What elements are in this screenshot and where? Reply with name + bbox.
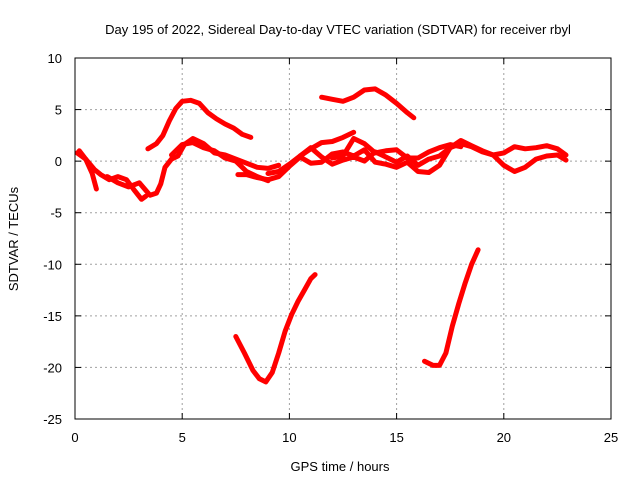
series-line-arc-10 (319, 86, 417, 121)
series-line-arc-11 (233, 272, 318, 385)
x-tick-label: 5 (179, 430, 186, 445)
series-line-arc-8 (329, 136, 464, 161)
chart-title: Day 195 of 2022, Sidereal Day-to-day VTE… (105, 22, 571, 37)
series-line-arc-12 (422, 247, 481, 368)
x-tick-label: 20 (497, 430, 511, 445)
y-tick-label: -5 (50, 206, 62, 221)
y-tick-label: -20 (43, 360, 62, 375)
y-tick-label: 5 (55, 103, 62, 118)
series-line-arc-7 (297, 129, 357, 159)
x-axis-ticks: 0 5 10 15 20 25 (71, 58, 618, 445)
y-axis-label: SDTVAR / TECUs (6, 186, 21, 291)
x-tick-label: 15 (389, 430, 403, 445)
x-tick-label: 25 (604, 430, 618, 445)
x-tick-label: 10 (282, 430, 296, 445)
series-line-arc-3 (104, 136, 282, 198)
y-tick-label: 0 (55, 154, 62, 169)
y-tick-label: -25 (43, 412, 62, 427)
y-tick-label: -10 (43, 257, 62, 272)
series-group (74, 86, 569, 385)
grid-lines (75, 58, 611, 419)
y-axis-ticks: -25 -20 -15 -10 -5 0 5 10 (43, 51, 611, 427)
series-line-arc-9 (145, 97, 254, 152)
plot-frame (74, 57, 612, 420)
series-line-arc-2 (76, 148, 99, 192)
x-axis-label: GPS time / hours (291, 459, 390, 474)
y-tick-label: 10 (48, 51, 62, 66)
series-line-arc-6 (265, 138, 569, 176)
x-tick-label: 0 (71, 430, 78, 445)
y-tick-label: -15 (43, 309, 62, 324)
